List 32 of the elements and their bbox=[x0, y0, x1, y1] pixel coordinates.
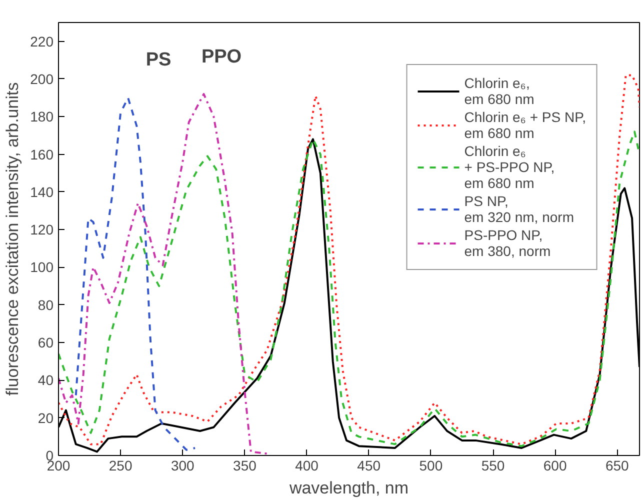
x-tick-label: 300 bbox=[170, 458, 195, 474]
y-tick-label: 160 bbox=[30, 146, 54, 162]
x-tick-label: 600 bbox=[543, 458, 567, 474]
legend-label: Chlorin e₆ + PS NP, em 680 nm bbox=[464, 109, 586, 141]
line-series bbox=[58, 93, 268, 455]
y-tick-label: 120 bbox=[30, 222, 54, 238]
y-tick-label: 40 bbox=[38, 372, 54, 388]
x-tick-label: 400 bbox=[295, 458, 319, 474]
y-tick-label: 60 bbox=[38, 334, 54, 351]
y-tick-label: 140 bbox=[30, 184, 54, 200]
legend-label: Chlorin e₆ + PS-PPO NP, em 680 nm bbox=[464, 143, 555, 191]
y-tick-label: 100 bbox=[30, 259, 54, 276]
y-tick-label: 80 bbox=[38, 296, 54, 313]
y-tick-label: 200 bbox=[30, 70, 54, 87]
legend-label: Chlorin e₆, em 680 nm bbox=[464, 75, 534, 107]
y-axis-title: fluorescence excitation intensity, arb.units bbox=[3, 82, 22, 396]
x-tick-label: 250 bbox=[108, 458, 132, 474]
x-tick-label: 450 bbox=[357, 458, 381, 474]
annotation: PS bbox=[146, 50, 172, 70]
x-tick-label: 650 bbox=[605, 458, 630, 474]
y-tick-label: 180 bbox=[30, 108, 54, 125]
x-tick-label: 350 bbox=[233, 458, 257, 474]
legend-label: PS NP, em 320 nm, norm bbox=[464, 193, 574, 225]
line-series bbox=[74, 96, 196, 451]
legend-label: PS-PPO NP, em 380, norm bbox=[464, 227, 551, 259]
line-series bbox=[58, 74, 640, 446]
x-tick-label: 500 bbox=[419, 458, 443, 474]
x-tick-label: 550 bbox=[481, 458, 505, 474]
y-tick-label: 220 bbox=[30, 33, 54, 50]
y-tick-label: 20 bbox=[38, 410, 54, 426]
annotation: PPO bbox=[201, 46, 242, 68]
x-axis-title: wavelength, nm bbox=[288, 478, 409, 498]
